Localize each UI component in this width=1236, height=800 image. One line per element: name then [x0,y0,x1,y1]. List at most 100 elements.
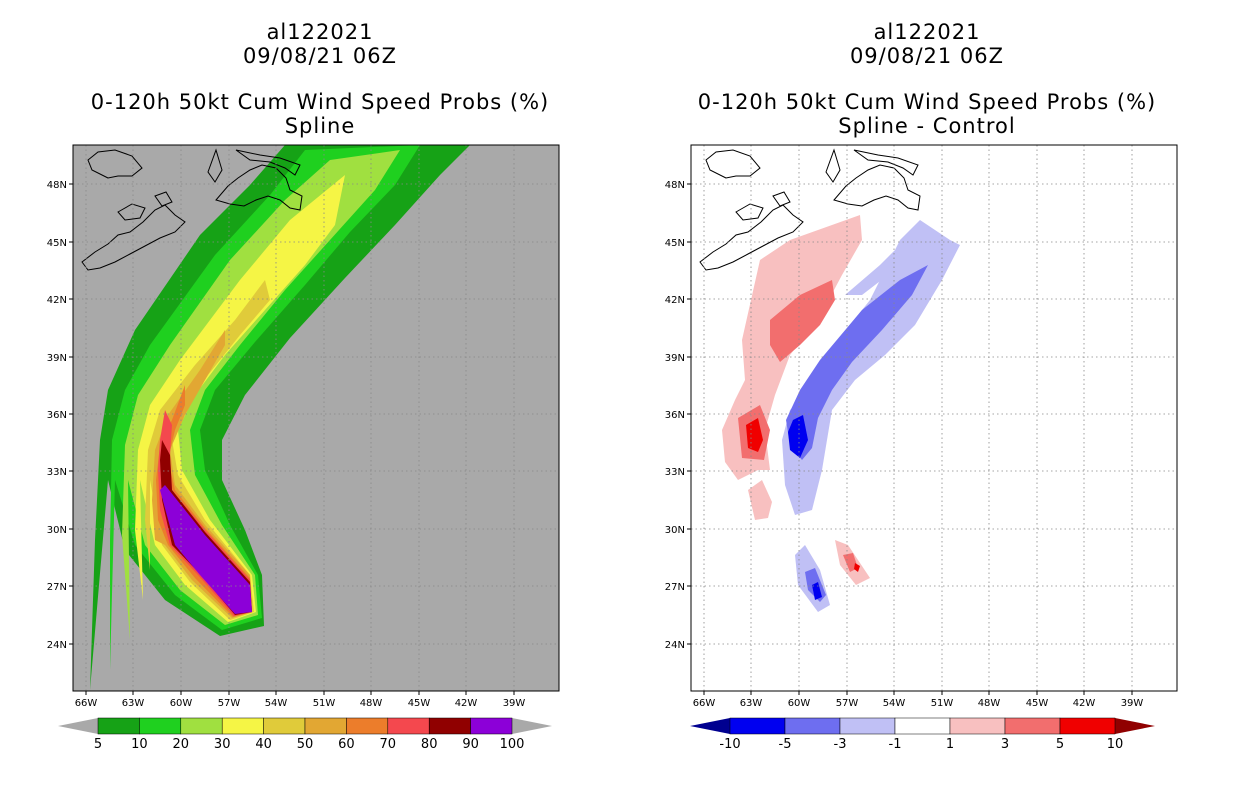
right-colorbar-swatch-1 [784,717,841,735]
right-colorbar-label--5: -5 [779,737,792,752]
right-y-tick-label-45N: 45N [665,238,685,249]
right-x-tick-label-42W: 42W [1073,698,1096,709]
left-colorbar-label-70: 70 [380,737,397,752]
positive-difference-region-1 [770,280,835,362]
right-x-tick-label-57W: 57W [836,698,859,709]
right-colorbar-swatch-4 [949,717,1006,735]
left-colorbar-label-60: 60 [338,737,355,752]
right-x-tick-label-60W: 60W [788,698,811,709]
left-x-tick-label-63W: 63W [122,698,145,709]
right-x-tick-label-63W: 63W [740,698,763,709]
left-colorbar-swatch-8 [428,717,471,735]
right-y-tick-label-42N: 42N [665,295,685,306]
left-x-tick-label-48W: 48W [360,698,383,709]
left-y-tick-label-27N: 27N [47,582,67,593]
left-colorbar-label-10: 10 [131,737,148,752]
left-y-tick-label-30N: 30N [47,525,67,536]
right-coastline [699,148,921,271]
left-date: 09/08/21 06Z [242,44,398,68]
left-colorbar-label-40: 40 [255,737,272,752]
left-y-tick-label-24N: 24N [47,640,67,651]
right-colorbar-swatch-6 [1059,717,1116,735]
right-x-tick-label-45W: 45W [1026,698,1049,709]
right-colorbar-label--1: -1 [889,737,902,752]
left-y-tick-label-45N: 45N [47,238,67,249]
left-colorbar-swatch-3 [221,717,264,735]
left-colorbar-label-30: 30 [214,737,231,752]
right-colorbar-label-5: 5 [1056,737,1064,752]
right-storm-id: al122021 [873,20,981,44]
left-y-tick-label-42N: 42N [47,295,67,306]
left-title-block: al122021 09/08/21 06Z 0-120h 50kt Cum Wi… [40,20,600,138]
left-colorbar-swatch-7 [387,717,430,735]
left-colorbar-label-50: 50 [297,737,314,752]
right-colorbar-swatch-3 [894,717,951,735]
negative-difference-region-14 [812,582,822,600]
positive-difference-region-7 [854,563,860,572]
positive-difference-region-4 [748,480,772,520]
right-x-tick-label-48W: 48W [978,698,1001,709]
left-probability-contours [90,145,470,690]
left-colorbar-label-100: 100 [500,737,525,752]
right-y-tick-label-48N: 48N [665,180,685,191]
left-colorbar-label-90: 90 [462,737,479,752]
left-colorbar-label-5: 5 [94,737,102,752]
right-colorbar-label--3: -3 [834,737,847,752]
left-colorbar-label-20: 20 [173,737,190,752]
left-x-tick-label-42W: 42W [455,698,478,709]
positive-difference-region-6 [843,553,858,572]
right-x-tick-label-51W: 51W [931,698,954,709]
right-x-tick-label-39W: 39W [1121,698,1144,709]
left-x-tick-label-51W: 51W [313,698,336,709]
left-colorbar-swatch-5 [304,717,347,735]
left-plot-frame [72,144,560,692]
right-colorbar-extend-low [690,718,730,734]
left-x-tick-label-60W: 60W [170,698,193,709]
right-y-tick-label-24N: 24N [665,640,685,651]
left-x-tick-label-54W: 54W [265,698,288,709]
right-title-block: al122021 09/08/21 06Z 0-120h 50kt Cum Wi… [657,20,1197,138]
left-chart-subtitle: Spline [284,114,356,138]
left-chart-title: 0-120h 50kt Cum Wind Speed Probs (%) [90,90,550,114]
right-plot-frame [690,144,1178,692]
right-y-tick-label-39N: 39N [665,353,685,364]
left-colorbar-swatch-0 [97,717,140,735]
left-colorbar-swatch-2 [180,717,223,735]
right-y-tick-label-33N: 33N [665,467,685,478]
left-x-tick-label-57W: 57W [218,698,241,709]
negative-difference-region-8 [782,220,960,515]
left-storm-id: al122021 [266,20,374,44]
left-x-tick-label-66W: 66W [75,698,98,709]
negative-difference-region-10 [786,265,928,460]
right-y-tick-label-30N: 30N [665,525,685,536]
right-y-tick-label-27N: 27N [665,582,685,593]
right-colorbar-label-3: 3 [1001,737,1009,752]
left-colorbar-label-80: 80 [421,737,438,752]
left-colorbar-extend-high [512,718,552,734]
left-x-tick-label-39W: 39W [503,698,526,709]
negative-difference-region-11 [788,415,808,458]
right-difference-contours [722,215,960,612]
right-colorbar-swatch-0 [729,717,786,735]
left-colorbar-swatch-9 [470,717,513,735]
left-y-tick-label-33N: 33N [47,467,67,478]
left-colorbar-extend-low [58,718,98,734]
right-y-tick-label-36N: 36N [665,410,685,421]
left-x-tick-label-45W: 45W [408,698,431,709]
right-date: 09/08/21 06Z [849,44,1005,68]
right-chart-title: 0-120h 50kt Cum Wind Speed Probs (%) [697,90,1157,114]
left-colorbar-swatch-1 [139,717,182,735]
right-colorbar-label-10: 10 [1107,737,1124,752]
right-colorbar-label--10: -10 [719,737,740,752]
right-colorbar-swatch-2 [839,717,896,735]
left-y-tick-label-48N: 48N [47,180,67,191]
right-x-tick-label-54W: 54W [883,698,906,709]
right-chart-subtitle: Spline - Control [838,114,1016,138]
left-y-tick-label-39N: 39N [47,353,67,364]
right-x-tick-label-66W: 66W [693,698,716,709]
left-y-tick-label-36N: 36N [47,410,67,421]
right-colorbar-swatch-5 [1004,717,1061,735]
left-colorbar-swatch-4 [263,717,306,735]
left-colorbar-swatch-6 [346,717,389,735]
